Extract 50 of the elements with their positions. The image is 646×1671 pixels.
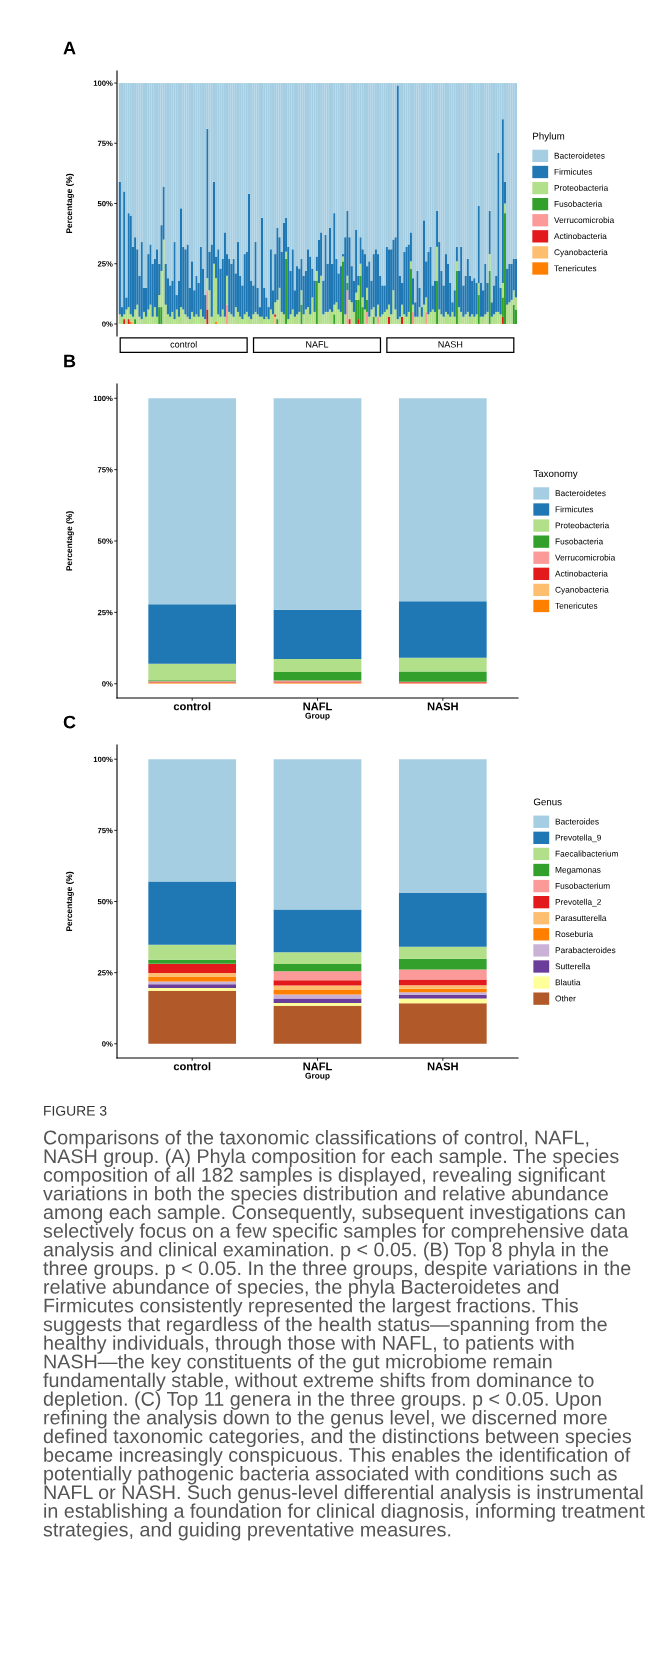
legend-label: Proteobacteria <box>554 184 609 191</box>
legend-label: Sutterella <box>555 963 591 970</box>
text: A <box>63 41 76 55</box>
legend-label: Prevotella_9 <box>555 834 601 843</box>
x-axis-title: Group <box>305 1072 330 1081</box>
legend-label: Blautia <box>555 979 581 986</box>
legend-label: Firmicutes <box>554 168 593 175</box>
legend-label: Parabacteroides <box>555 947 616 954</box>
x-tick-label: NAFL <box>303 1062 332 1071</box>
y-axis-title: Percentage (%) <box>66 871 74 932</box>
legend-label: Tenericutes <box>555 602 598 609</box>
legend-label: Megamonas <box>555 866 601 875</box>
text: C <box>63 715 76 729</box>
x-axis-title: Group <box>305 712 330 721</box>
legend-label: Cyanobacteria <box>555 586 609 595</box>
legend-label: Tenericutes <box>554 265 597 272</box>
legend-label: Actinobacteria <box>554 232 607 240</box>
legend-label: Prevotella_2 <box>555 898 601 907</box>
x-tick-label: NASH <box>427 1062 458 1071</box>
text: Comparisons of the taxonomic classifications of control, NAFL, NASH group. (A) Phyla composition for each sample. The species composition of all 182 samples is displayed, revealing significant variations in both the species distribution and relative abundance among each sample. Consequently, subsequent investigations can selectively focus on a few specific samples for comprehensive data analysis and clinical examination. p < 0.05. (B) Top 8 phyla in the three groups. p < 0.05. In the three groups, despite variations in the relative abundance of species, the phyla Bacteroidetes and Firmicutes consistently represented the largest fractions. This suggests that regardless of the health status—spanning from the healthy individuals, through those with NAFL, to patients with NASH—the key constituents of the gut microbiome remain fundamentally stable, without extreme shifts from dominance to depletion. (C) Top 11 genera in the three groups. p < 0.05. Upon refining the analysis down to the genus level, we discerned more defined taxonomic categories, and the distinctions between species became increasingly conspicuous. This enables the identification of potentially pathogenic bacteria associated with conditions such as NAFL or NASH. Such genus-level differential analysis is instrumental in establishing a foundation for clinical diagnosis, informing treatment strategies, and guiding preventative measures. <box>43 1130 645 1541</box>
x-tick-label: NASH <box>427 702 458 711</box>
legend-label: Firmicutes <box>555 506 594 513</box>
y-axis-title: Percentage (%) <box>66 173 74 234</box>
legend-label: Verrucomicrobia <box>554 216 615 223</box>
x-tick-label: NAFL <box>303 702 332 711</box>
text: B <box>64 354 76 368</box>
text: NAFL <box>306 341 329 348</box>
legend-label: Fusobacteria <box>555 538 604 545</box>
text: NASH <box>438 341 463 348</box>
text: control <box>170 340 197 348</box>
legend-title: Genus <box>533 798 562 806</box>
legend-label: Proteobacteria <box>555 522 610 529</box>
y-axis-title: Percentage (%) <box>66 511 74 571</box>
legend-label: Bacteroidetes <box>554 152 605 159</box>
legend-label: Bacteroides <box>555 818 599 825</box>
legend-label: Faecalibacterium <box>555 850 618 857</box>
legend-title: Phylum <box>533 132 565 142</box>
legend-label: Fusobacteria <box>554 200 603 207</box>
x-tick-label: control <box>173 702 211 711</box>
caption: FIGURE 3 <box>44 1105 107 1116</box>
legend-label: Fusobacterium <box>555 882 610 889</box>
legend-label: Bacteroidetes <box>555 490 606 497</box>
legend-label: Roseburia <box>555 930 594 938</box>
legend-label: Other <box>555 995 576 1002</box>
legend-label: Verrucomicrobia <box>555 554 616 561</box>
legend-label: Cyanobacteria <box>554 249 608 257</box>
x-tick-label: control <box>173 1062 211 1071</box>
legend-title: Taxonomy <box>533 470 578 479</box>
legend-label: Actinobacteria <box>555 570 608 577</box>
legend-label: Parasutterella <box>555 914 607 921</box>
